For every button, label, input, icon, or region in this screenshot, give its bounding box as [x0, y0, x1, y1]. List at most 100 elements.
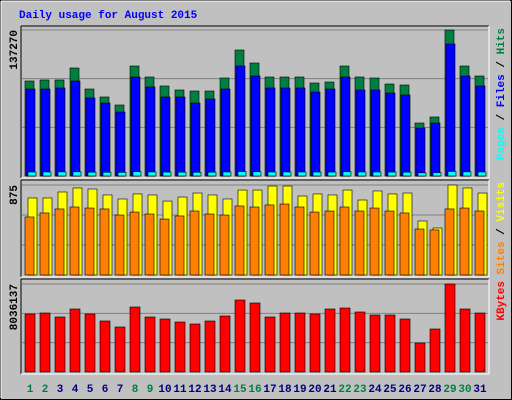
bar	[222, 171, 232, 177]
x-tick-label: 6	[102, 384, 109, 396]
bar	[475, 85, 486, 177]
bar	[235, 65, 246, 177]
bar	[174, 321, 186, 373]
bar	[159, 318, 171, 373]
x-tick-label: 20	[308, 384, 321, 396]
bar	[99, 320, 111, 373]
bar	[207, 171, 217, 177]
x-tick-label: 5	[87, 384, 94, 396]
bar	[279, 312, 291, 373]
bar	[250, 75, 261, 177]
bar	[357, 171, 367, 177]
bar	[282, 171, 292, 177]
bar	[265, 87, 276, 177]
x-tick-label: 14	[218, 384, 232, 396]
bar	[415, 127, 426, 177]
bar	[387, 171, 397, 177]
bar	[219, 214, 230, 276]
x-tick-label: 13	[203, 384, 217, 396]
bar	[192, 171, 202, 177]
bar	[264, 316, 276, 373]
bar	[190, 102, 201, 177]
bar	[115, 111, 126, 177]
bar	[462, 171, 472, 177]
legend-entry: Pages	[496, 127, 508, 160]
bar	[159, 218, 170, 276]
x-tick-label: 28	[428, 384, 442, 396]
bar	[339, 206, 350, 276]
bar	[55, 87, 66, 177]
bar	[252, 171, 262, 177]
bar	[220, 88, 231, 177]
x-tick-label: 10	[158, 384, 171, 396]
legend-separator: /	[496, 113, 508, 120]
x-tick-label: 18	[278, 384, 292, 396]
bar	[117, 172, 127, 177]
y-tick-label: 875	[9, 185, 21, 205]
legend: Sites / Visits	[496, 182, 508, 274]
bar	[174, 215, 185, 276]
bar	[399, 212, 410, 276]
bar	[370, 89, 381, 177]
bar	[25, 88, 36, 177]
bar	[325, 88, 336, 177]
y-tick-label: 8036137	[9, 284, 21, 330]
x-tick-label: 1	[27, 384, 34, 396]
bar	[237, 171, 247, 177]
bar	[249, 206, 260, 276]
bar	[294, 206, 305, 276]
x-tick-label: 30	[458, 384, 471, 396]
bar	[267, 171, 277, 177]
bar	[430, 122, 441, 177]
bar	[85, 97, 96, 177]
x-tick-label: 2	[42, 384, 49, 396]
x-tick-label: 15	[233, 384, 247, 396]
x-tick-label: 7	[117, 384, 124, 396]
x-tick-label: 11	[173, 384, 187, 396]
bar	[429, 328, 441, 373]
x-tick-label: 4	[72, 384, 79, 396]
bar	[402, 171, 412, 177]
x-tick-label: 17	[263, 384, 276, 396]
bar	[385, 92, 396, 177]
bar	[342, 171, 352, 177]
bar	[459, 207, 470, 276]
bar	[295, 87, 306, 177]
bar	[189, 210, 200, 276]
bar	[54, 208, 65, 276]
bar	[72, 171, 82, 177]
bar	[369, 207, 380, 276]
bar	[372, 171, 382, 177]
bar	[69, 308, 81, 373]
bar	[309, 313, 321, 373]
bar	[324, 210, 335, 276]
bar	[24, 216, 35, 276]
bar	[130, 76, 141, 177]
bar	[234, 299, 246, 373]
bar	[24, 313, 36, 373]
x-tick-label: 27	[413, 384, 426, 396]
bar	[87, 171, 97, 177]
bar	[234, 205, 245, 276]
bar	[432, 172, 442, 177]
bar	[309, 211, 320, 276]
bar	[39, 212, 50, 276]
x-tick-label: 12	[188, 384, 201, 396]
bar	[474, 210, 485, 276]
bar	[84, 313, 96, 373]
bar	[354, 311, 366, 373]
x-tick-label: 19	[293, 384, 306, 396]
legend: KBytes	[496, 281, 508, 321]
bar	[114, 214, 125, 276]
bar	[129, 211, 140, 276]
bar	[340, 76, 351, 177]
bar	[384, 314, 396, 373]
legend-entry: Hits	[496, 28, 508, 54]
bar	[189, 323, 201, 373]
bar	[414, 342, 426, 373]
x-tick-label: 21	[323, 384, 337, 396]
bar	[447, 171, 457, 177]
legend-entry: Files	[496, 74, 508, 107]
bar	[147, 171, 157, 177]
bar	[114, 326, 126, 373]
